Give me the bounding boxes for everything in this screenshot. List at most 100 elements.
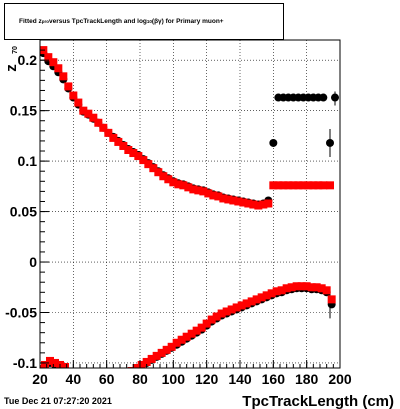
data-point-red-lower [307, 283, 316, 292]
data-point-red-lower [46, 356, 54, 365]
y-tick-label: 0 [29, 254, 37, 270]
data-point-red-upper [179, 181, 188, 190]
data-point-red-lower [147, 354, 156, 363]
data-point-red-upper [54, 64, 63, 73]
data-point-red-upper [59, 72, 68, 81]
y-tick-label: 0.15 [10, 103, 37, 119]
data-point-red-lower [302, 282, 311, 291]
data-point-red-lower [192, 326, 201, 335]
data-point-red-lower [292, 282, 301, 291]
data-point-red-upper [129, 149, 138, 158]
data-point-red-upper [89, 113, 98, 122]
data-point-red-upper [124, 146, 133, 155]
title-sub-10: 10 [146, 19, 152, 24]
data-point-red-lower [297, 282, 306, 291]
data-point-red-lower [197, 323, 206, 332]
data-point-red-upper [326, 181, 334, 190]
data-point-red-upper [49, 58, 58, 67]
data-point-red-lower [312, 283, 321, 292]
data-point-red-lower [41, 360, 49, 368]
data-point-red-upper [294, 181, 303, 190]
data-point-red-lower [277, 286, 286, 295]
data-point-red-upper [274, 181, 283, 190]
data-point-red-lower [322, 286, 331, 295]
x-tick-label: 200 [328, 371, 352, 387]
data-point-red-lower [217, 309, 226, 318]
data-point-red-upper [134, 152, 143, 161]
data-point-red-upper [44, 53, 53, 62]
title-suffix: (βγ) for Primary muon+ [151, 18, 224, 25]
data-point-red-lower [51, 358, 59, 367]
y-tick-label: 0.05 [10, 204, 37, 220]
data-point-red-upper [239, 198, 248, 207]
data-point-red-lower [207, 315, 216, 324]
data-point-red-upper [224, 195, 233, 204]
data-point-red-upper [194, 186, 203, 195]
data-point-red-lower [317, 284, 326, 293]
data-point-red-lower [237, 301, 246, 310]
data-point-red-upper [234, 197, 243, 206]
data-point-red-upper [304, 181, 313, 190]
data-point-red-upper [199, 187, 208, 196]
x-tick-label: 140 [228, 371, 252, 387]
data-point-red-upper [214, 192, 223, 201]
data-point-red-upper [114, 137, 123, 146]
data-point-red-lower [327, 295, 336, 304]
chart-title: Fitted z pro versus TpcTrackLength and l… [4, 3, 284, 40]
data-point-red-lower [157, 348, 166, 357]
data-point-red-lower [232, 303, 241, 312]
data-point-red-upper [189, 185, 198, 194]
x-tick-label: 120 [195, 371, 219, 387]
timestamp: Tue Dec 21 07:27:20 2021 [4, 396, 112, 406]
data-point-red-upper [69, 91, 78, 100]
data-point-red-upper [104, 128, 113, 137]
x-tick-label: 100 [162, 371, 186, 387]
data-point-red-upper [219, 194, 228, 203]
x-axis-label: TpcTrackLength (cm) [242, 393, 394, 409]
x-tick-label: 180 [295, 371, 319, 387]
data-point-red-lower [152, 351, 161, 360]
data-point-red-upper [299, 181, 308, 190]
data-point-red-upper [174, 180, 183, 189]
x-tick-label: 60 [99, 371, 115, 387]
x-tick-label: 160 [262, 371, 286, 387]
data-marks [40, 46, 339, 368]
y-tick-label: -0.05 [5, 304, 37, 320]
data-point-red-upper [154, 168, 163, 177]
data-point-red-upper [164, 175, 173, 184]
data-point-red-lower [242, 299, 251, 308]
data-point-red-lower [177, 335, 186, 344]
data-point-red-upper [284, 181, 293, 190]
data-point-red-upper [144, 160, 153, 169]
data-point-red-upper [319, 181, 328, 190]
title-sub-pro: pro [41, 19, 49, 24]
y-axis-label: z [3, 64, 20, 72]
data-point-red-lower [267, 289, 276, 298]
y-tick-label: 0.2 [18, 52, 38, 68]
data-point-red-upper [94, 118, 103, 127]
data-point-red-upper [289, 181, 298, 190]
data-point-red-lower [282, 284, 291, 293]
data-point-red-lower [162, 345, 171, 354]
x-axis: 20 40 60 80 100 120 140 160 180 200 [32, 360, 352, 387]
data-point-red-upper [159, 172, 168, 181]
data-point-red-lower [202, 319, 211, 328]
y-tick-label: 0.1 [18, 153, 38, 169]
data-point-red-lower [132, 364, 141, 368]
data-point-red-lower [247, 297, 256, 306]
data-point-red-upper [204, 189, 213, 198]
data-point-red-lower [212, 312, 221, 321]
data-point-red-lower [227, 305, 236, 314]
data-point-red-upper [269, 181, 278, 190]
data-point-black-upper [269, 138, 278, 147]
data-point-black-upper [319, 93, 328, 102]
data-point-red-upper [279, 181, 288, 190]
title-prefix: Fitted z [19, 18, 42, 25]
data-point-black-upper [331, 93, 339, 102]
x-tick-label: 80 [132, 371, 148, 387]
data-point-red-upper [249, 200, 258, 209]
data-point-red-upper [74, 98, 83, 107]
data-point-red-lower [257, 293, 266, 302]
data-point-red-upper [109, 133, 118, 142]
